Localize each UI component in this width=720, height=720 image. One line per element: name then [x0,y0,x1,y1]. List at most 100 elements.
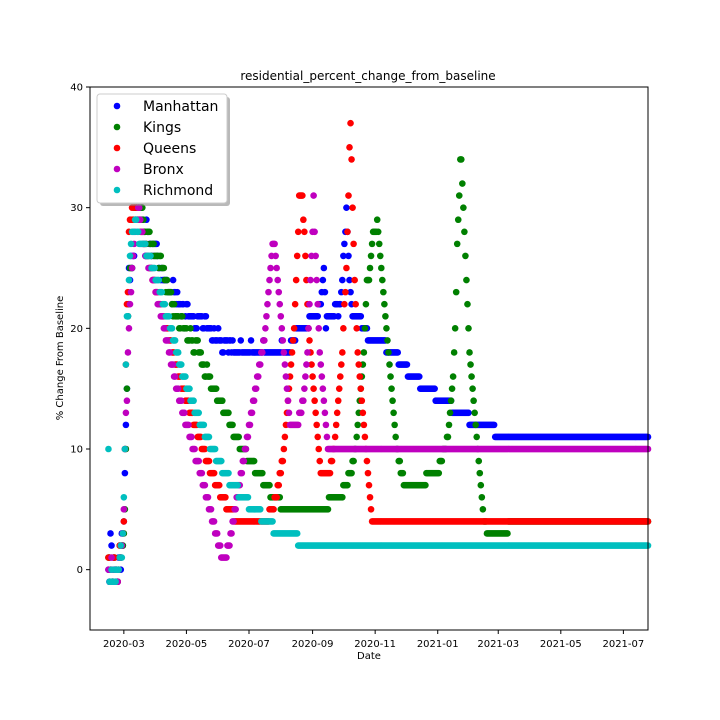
data-point [298,409,305,417]
legend-marker [113,165,121,173]
data-point [272,252,279,260]
data-point [305,325,312,332]
data-point [164,337,172,344]
data-point [259,469,266,477]
y-axis: 0 10 20 30 40 [70,83,90,576]
data-point [213,530,221,537]
data-point [185,421,192,429]
data-point [353,325,360,332]
data-point [454,216,462,224]
data-point [275,288,283,296]
data-point [127,288,135,296]
data-point [229,337,236,344]
data-point [302,252,309,260]
data-point [314,300,322,308]
data-point [167,288,175,296]
x-axis: 2020-03 2020-05 2020-07 2020-09 2020-11 2021-… [103,630,644,650]
data-point [366,264,374,272]
data-point [342,288,349,296]
x-tick-label: 2020-11 [354,639,396,650]
data-point [120,518,128,525]
data-point [134,228,142,236]
data-point [373,216,381,224]
data-point [322,421,330,429]
data-point [201,481,209,489]
data-point [475,457,483,465]
data-point [322,325,330,332]
data-point [376,252,384,260]
data-point [316,457,324,465]
data-point [321,409,329,417]
data-point [354,349,362,356]
data-point [346,276,353,284]
data-point [351,276,358,284]
data-point [201,445,209,453]
data-point [360,421,368,429]
data-point [121,469,129,477]
data-point [477,481,485,489]
data-point [280,445,288,453]
data-point [383,325,390,332]
x-tick-label: 2021-05 [540,639,582,650]
data-point [225,469,232,477]
x-tick-label: 2021-07 [602,639,644,650]
data-point [459,180,466,187]
data-point [334,397,342,405]
data-point [461,228,468,236]
data-point [123,397,131,405]
data-point [283,385,291,392]
data-point [343,264,350,272]
data-point [379,276,386,284]
data-point [344,481,351,489]
data-point [385,349,392,356]
data-point [270,506,277,513]
data-point [252,385,260,392]
data-point [307,276,314,284]
data-point [150,240,157,248]
data-point [246,421,254,429]
data-point [451,325,459,332]
data-point [229,421,236,429]
chart-title: residential_percent_change_from_baseline [240,69,495,83]
legend-marker [113,186,121,194]
data-point [155,276,163,284]
data-point [151,264,158,272]
x-tick-label: 2020-03 [103,639,145,650]
data-point [357,385,365,392]
data-point [355,361,363,368]
data-point [210,469,218,477]
data-point [338,361,345,368]
data-point [120,493,128,501]
data-point [438,457,446,465]
data-point [350,457,357,465]
data-point [301,228,308,236]
data-point [362,300,370,308]
data-point [132,216,140,224]
data-point [472,421,479,429]
y-axis-label: % Change From Baseline [55,296,66,421]
data-point [320,397,328,405]
data-point [364,469,372,477]
data-point [275,481,283,489]
data-point [444,433,452,441]
data-point [197,349,205,356]
data-point [280,349,288,356]
data-point [392,433,399,441]
data-point [203,361,211,368]
data-point [264,300,271,308]
data-point [147,252,154,260]
data-point [294,421,302,429]
data-point [468,373,475,380]
data-point [314,433,322,441]
data-point [448,385,456,392]
data-point [118,554,126,561]
y-tick-label: 40 [70,83,83,94]
data-point [422,481,429,489]
data-point [294,228,302,236]
data-point [339,493,346,501]
data-point [126,252,134,260]
data-point [309,373,316,380]
data-point [415,373,423,380]
data-point [169,361,177,368]
